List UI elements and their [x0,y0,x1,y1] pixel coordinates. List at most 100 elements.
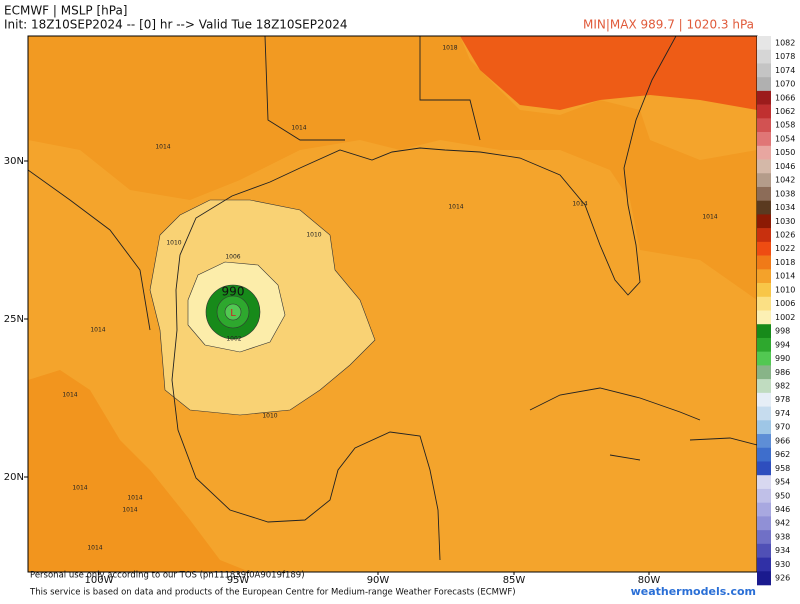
colorbar-swatch [757,173,771,188]
low-center-label: 990 [222,285,245,299]
colorbar-label: 1014 [775,272,795,281]
contour-label: 1018 [442,45,457,52]
contour-label: 1014 [572,201,587,208]
site-link: weathermodels.com [631,585,756,598]
land-pressure-area [28,36,757,300]
pressure-990-ring [224,303,242,321]
colorbar-swatch [757,420,771,435]
colorbar-swatch [757,461,771,476]
colorbar-swatch [757,186,771,201]
contour-label: 1014 [122,507,137,514]
contour-label: 1014 [127,495,142,502]
subtitle: Init: 18Z10SEP2024 -- [0] hr --> Valid T… [4,18,348,32]
colorbar-label: 934 [775,546,790,555]
contour-label: 1002 [226,336,241,343]
title: ECMWF | MSLP [hPa] [4,4,127,18]
lat-label: 25N [4,314,24,325]
colorbar-label: 998 [775,327,790,336]
contour-label: 1014 [702,214,717,221]
colorbar-label: 990 [775,354,790,363]
colorbar-swatch [757,392,771,407]
colorbar-label: 986 [775,368,790,377]
axes: 30N 25N 20N 100W 95W 90W 85W 80W [4,156,661,586]
map: 990 L 1018 1014 1014 1014 1014 1014 1010 1010 10… [4,35,758,586]
colorbar-swatch [757,406,771,421]
contour-labels: 1018 1014 1014 1014 1014 1014 1010 1010 1006 1002… [62,45,717,552]
colorbar-label: 1038 [775,189,795,198]
colorbar-label: 926 [775,574,790,583]
coastline-mexico [171,329,441,561]
colorbar-label: 1006 [775,299,795,308]
colorbar-swatch [757,571,771,586]
colorbar-label: 994 [775,340,790,349]
colorbar-swatch [757,104,771,119]
coastline-caribbean [529,387,757,461]
colorbar-swatch [757,214,771,229]
high-pressure-area [460,36,757,110]
colorbar-label: 1010 [775,285,795,294]
credit: This service is based on data and produc… [29,588,516,598]
colorbar-label: 938 [775,532,790,541]
colorbar-label: 942 [775,519,790,528]
colorbar-swatch [757,310,771,325]
colorbar-swatch [757,447,771,462]
colorbar-swatch [757,365,771,380]
lat-label: 20N [4,472,24,483]
colorbar-label: 1022 [775,244,795,253]
colorbar-label: 1070 [775,80,795,89]
colorbar-label: 982 [775,381,790,390]
contour-label: 1014 [62,392,77,399]
colorbar-swatch [757,255,771,270]
colorbar-swatch [757,77,771,92]
colorbar-label: 962 [775,450,790,459]
mexico-pressure-area [28,370,250,572]
colorbar: 1082 1078 1074 1070 1066 1062 1058 1054 1050 1046… [757,36,795,586]
colorbar-swatch [757,557,771,572]
contour-label: 1010 [306,232,321,239]
colorbar-swatch [757,475,771,490]
contour-label: 1014 [448,204,463,211]
colorbar-swatch [757,49,771,64]
lon-label: 95W [227,575,250,586]
colorbar-swatch [757,36,771,51]
borders [28,36,481,331]
colorbar-swatch [757,516,771,531]
lon-label: 80W [638,575,661,586]
colorbar-swatch [757,63,771,78]
colorbar-swatch [757,434,771,449]
colorbar-swatch [757,241,771,256]
contour-label: 1014 [87,545,102,552]
colorbar-label: 1058 [775,121,795,130]
contour-label: 1010 [166,240,181,247]
colorbar-label: 1074 [775,66,795,75]
colorbar-swatch [757,118,771,133]
colorbar-swatch [757,296,771,311]
low-marker: L [230,308,236,319]
contour-label: 1014 [291,125,306,132]
colorbar-swatch [757,502,771,517]
colorbar-label: 1066 [775,93,795,102]
colorbar-label: 1050 [775,148,795,157]
colorbar-label: 1034 [775,203,795,212]
colorbar-swatch [757,337,771,352]
colorbar-label: 1054 [775,134,795,143]
colorbar-label: 1042 [775,176,795,185]
colorbar-label: 1046 [775,162,795,171]
contour-label: 1014 [90,327,105,334]
colorbar-label: 974 [775,409,790,418]
colorbar-swatch [757,269,771,284]
colorbar-label: 1018 [775,258,795,267]
colorbar-swatch [757,324,771,339]
colorbar-label: 950 [775,491,790,500]
lon-label: 90W [367,575,390,586]
colorbar-swatch [757,145,771,160]
colorbar-swatch [757,159,771,174]
colorbar-swatch [757,132,771,147]
colorbar-swatch [757,90,771,105]
colorbar-swatch [757,379,771,394]
colorbar-swatch [757,351,771,366]
coastline-us [175,36,677,331]
colorbar-label: 1078 [775,52,795,61]
colorbar-label: 930 [775,560,790,569]
